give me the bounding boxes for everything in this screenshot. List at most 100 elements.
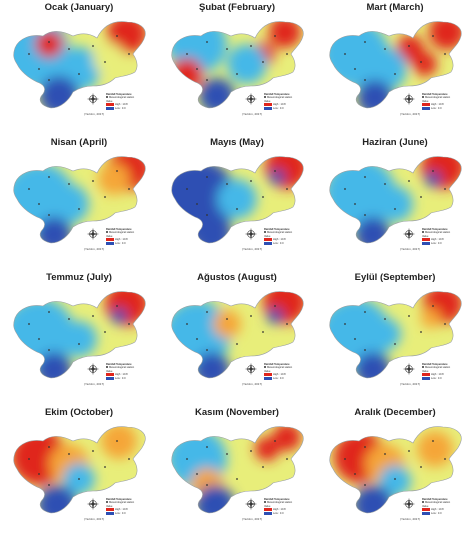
station-dot-icon xyxy=(116,305,118,307)
legend-station: Meteorological station xyxy=(422,366,450,369)
station-dot-icon xyxy=(226,48,228,50)
legend-low: Low : 0.0 xyxy=(106,376,134,381)
station-dot-icon xyxy=(394,208,396,210)
rainfall-zone xyxy=(35,30,63,58)
station-dot-icon xyxy=(78,478,80,480)
station-dot-icon xyxy=(420,196,422,198)
legend-title: Rainfall Temperature xyxy=(106,93,132,96)
station-dot-icon xyxy=(206,484,208,486)
legend-low: Low : 0.0 xyxy=(264,106,292,111)
station-dot-icon xyxy=(48,79,50,81)
station-dot-icon xyxy=(48,446,50,448)
month-title: Haziran (June) xyxy=(362,137,428,148)
north-arrow-compass-icon xyxy=(86,227,100,241)
legend-low: Low : 0.0 xyxy=(106,241,134,246)
month-title: Mayıs (May) xyxy=(210,137,264,148)
province-outline xyxy=(13,21,146,109)
month-title: Mart (March) xyxy=(366,2,424,13)
rainfall-zone xyxy=(363,47,407,91)
map-legend: Rainfall Temperature Meteorological stati… xyxy=(264,228,292,245)
station-dot-icon xyxy=(384,48,386,50)
map-credit: (Yazılım, 2017) xyxy=(400,382,421,386)
rainfall-zone xyxy=(377,186,413,222)
station-dot-icon xyxy=(250,315,252,317)
station-dot-icon xyxy=(236,343,238,345)
month-panel: Temmuz (July) Rainfall Temperature Meteoro… xyxy=(0,270,158,405)
map-legend: Rainfall Temperature Meteorological stati… xyxy=(422,93,450,110)
north-arrow-compass-icon xyxy=(244,362,258,376)
legend-station: Meteorological station xyxy=(264,231,292,234)
north-arrow-compass-icon xyxy=(402,227,416,241)
map-legend: Rainfall Temperature Meteorological stati… xyxy=(422,228,450,245)
rainfall-zone xyxy=(194,352,230,378)
rainfall-zone xyxy=(107,21,146,54)
station-dot-icon xyxy=(444,53,446,55)
legend-value-label: Value xyxy=(106,504,113,508)
rainfall-zone xyxy=(105,291,146,326)
rainfall-zone xyxy=(93,43,125,75)
station-dot-icon xyxy=(408,450,410,452)
rainfall-zone xyxy=(37,485,77,513)
station-dot-icon xyxy=(364,446,366,448)
map-credit: (Yazılım, 2017) xyxy=(84,382,105,386)
rainfall-map xyxy=(13,291,146,379)
map-credit: (Yazılım, 2017) xyxy=(400,517,421,521)
legend-value-label: Value xyxy=(422,99,429,103)
month-title: Kasım (November) xyxy=(195,407,279,418)
north-arrow-compass-icon xyxy=(402,362,416,376)
station-dot-icon xyxy=(444,458,446,460)
legend-station: Meteorological station xyxy=(106,231,134,234)
month-panel: Ekim (October) Rainfall Temperature Meteor… xyxy=(0,405,158,540)
station-dot-icon xyxy=(420,331,422,333)
legend-title: Rainfall Temperature xyxy=(106,498,132,501)
rainfall-zone xyxy=(195,485,235,513)
station-dot-icon xyxy=(186,458,188,460)
map-legend: Rainfall Temperature Meteorological stati… xyxy=(422,498,450,515)
legend-value-label: Value xyxy=(264,504,271,508)
rainfall-zone xyxy=(369,318,401,350)
legend-value-label: Value xyxy=(106,99,113,103)
station-dot-icon xyxy=(262,331,264,333)
map-legend: Rainfall Temperature Meteorological stati… xyxy=(264,93,292,110)
station-dot-icon xyxy=(68,453,70,455)
province-outline xyxy=(171,156,304,244)
station-dot-icon xyxy=(364,484,366,486)
rainfall-zone xyxy=(171,58,203,90)
rainfall-zone xyxy=(199,78,235,108)
station-dot-icon xyxy=(236,73,238,75)
station-dot-icon xyxy=(206,41,208,43)
legend-value-label: Value xyxy=(264,369,271,373)
station-dot-icon xyxy=(274,305,276,307)
month-panel: Nisan (April) Rainfall Temperature Meteoro… xyxy=(0,135,158,270)
station-dot-icon xyxy=(286,458,288,460)
legend-title: Rainfall Temperature xyxy=(264,228,290,231)
station-dot-icon xyxy=(286,188,288,190)
station-dot-icon xyxy=(68,48,70,50)
station-dot-icon xyxy=(394,478,396,480)
rainfall-zone xyxy=(213,310,241,338)
legend-station: Meteorological station xyxy=(422,96,450,99)
legend-low: Low : 0.0 xyxy=(422,241,450,246)
station-dot-icon xyxy=(262,61,264,63)
map-credit: (Yazılım, 2017) xyxy=(242,382,263,386)
rainfall-zone xyxy=(273,426,301,451)
legend-station: Meteorological station xyxy=(106,96,134,99)
station-dot-icon xyxy=(364,176,366,178)
month-title: Ekim (October) xyxy=(44,407,114,418)
station-dot-icon xyxy=(128,53,130,55)
province-outline xyxy=(171,21,304,109)
rainfall-map xyxy=(13,21,146,109)
station-dot-icon xyxy=(28,323,30,325)
station-dot-icon xyxy=(236,208,238,210)
station-dot-icon xyxy=(196,338,198,340)
legend-low: Low : 0.0 xyxy=(422,376,450,381)
station-dot-icon xyxy=(408,315,410,317)
station-dot-icon xyxy=(344,53,346,55)
map-legend: Rainfall Temperature Meteorological stati… xyxy=(264,363,292,380)
legend-station: Meteorological station xyxy=(106,366,134,369)
station-dot-icon xyxy=(432,305,434,307)
station-dot-icon xyxy=(104,466,106,468)
station-dot-icon xyxy=(344,458,346,460)
station-dot-icon xyxy=(364,349,366,351)
map-legend: Rainfall Temperature Meteorological stati… xyxy=(106,228,134,245)
